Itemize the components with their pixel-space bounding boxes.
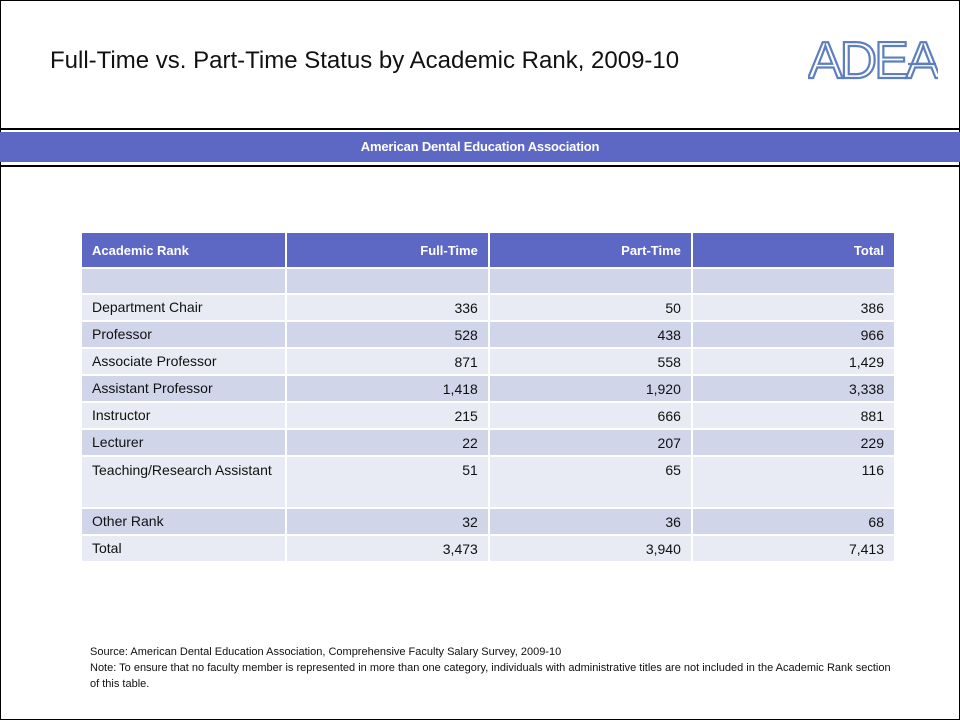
cell-part-time: 558: [487, 347, 693, 376]
cell-rank: Professor: [80, 320, 287, 349]
cell-total: 881: [690, 401, 897, 430]
cell-part-time: 50: [487, 293, 693, 322]
cell-full-time: 871: [284, 347, 490, 376]
header-total: Total: [690, 231, 897, 269]
cell-full-time: 336: [284, 293, 490, 322]
table-row: [80, 267, 897, 295]
table-row: Associate Professor 871 558 1,429: [80, 347, 897, 376]
cell-rank: Teaching/Research Assistant: [80, 455, 287, 509]
cell-total: 386: [690, 293, 897, 322]
table-row: Other Rank 32 36 68: [80, 507, 897, 536]
cell-part-time: 1,920: [487, 374, 693, 403]
cell-full-time: [284, 267, 490, 295]
table-row: Department Chair 336 50 386: [80, 293, 897, 322]
cell-part-time: 207: [487, 428, 693, 457]
cell-total: 68: [690, 507, 897, 536]
cell-full-time: 3,473: [284, 534, 490, 563]
cell-rank: Assistant Professor: [80, 374, 287, 403]
source-line: Source: American Dental Education Associ…: [90, 646, 562, 658]
banner-tick: [92, 162, 93, 165]
cell-total: [690, 267, 897, 295]
cell-total: 1,429: [690, 347, 897, 376]
header-divider-top: [0, 128, 960, 130]
header-full-time: Full-Time: [284, 231, 490, 269]
cell-total: 3,338: [690, 374, 897, 403]
cell-rank: Lecturer: [80, 428, 287, 457]
cell-part-time: 3,940: [487, 534, 693, 563]
cell-total: 229: [690, 428, 897, 457]
cell-rank: [80, 267, 287, 295]
cell-rank: Associate Professor: [80, 347, 287, 376]
cell-rank: Other Rank: [80, 507, 287, 536]
table-row: Assistant Professor 1,418 1,920 3,338: [80, 374, 897, 403]
cell-rank: Total: [80, 534, 287, 563]
cell-full-time: 1,418: [284, 374, 490, 403]
cell-full-time: 528: [284, 320, 490, 349]
cell-rank: Department Chair: [80, 293, 287, 322]
table-header-row: Academic Rank Full-Time Part-Time Total: [80, 231, 897, 269]
header-divider-bottom: [0, 165, 960, 167]
rank-status-table: Academic Rank Full-Time Part-Time Total …: [80, 231, 897, 563]
cell-full-time: 215: [284, 401, 490, 430]
association-banner: American Dental Education Association: [0, 132, 960, 162]
table-row: Teaching/Research Assistant 51 65 116: [80, 455, 897, 509]
adea-logo-text: ADEA: [808, 32, 938, 86]
slide-title: Full-Time vs. Part-Time Status by Academ…: [50, 47, 680, 74]
table-row: Lecturer 22 207 229: [80, 428, 897, 457]
header-part-time: Part-Time: [487, 231, 693, 269]
cell-full-time: 32: [284, 507, 490, 536]
cell-total: 116: [690, 455, 897, 509]
cell-rank: Instructor: [80, 401, 287, 430]
cell-part-time: 438: [487, 320, 693, 349]
table-row-total: Total 3,473 3,940 7,413: [80, 534, 897, 563]
note-line: Note: To ensure that no faculty member i…: [90, 662, 891, 690]
cell-part-time: 36: [487, 507, 693, 536]
table-row: Instructor 215 666 881: [80, 401, 897, 430]
table-row: Professor 528 438 966: [80, 320, 897, 349]
source-note: Source: American Dental Education Associ…: [90, 644, 898, 692]
cell-total: 7,413: [690, 534, 897, 563]
cell-part-time: 666: [487, 401, 693, 430]
cell-part-time: 65: [487, 455, 693, 509]
adea-logo: ADEA: [808, 31, 938, 86]
cell-full-time: 22: [284, 428, 490, 457]
cell-part-time: [487, 267, 693, 295]
header-academic-rank: Academic Rank: [80, 231, 287, 269]
cell-full-time: 51: [284, 455, 490, 509]
cell-total: 966: [690, 320, 897, 349]
